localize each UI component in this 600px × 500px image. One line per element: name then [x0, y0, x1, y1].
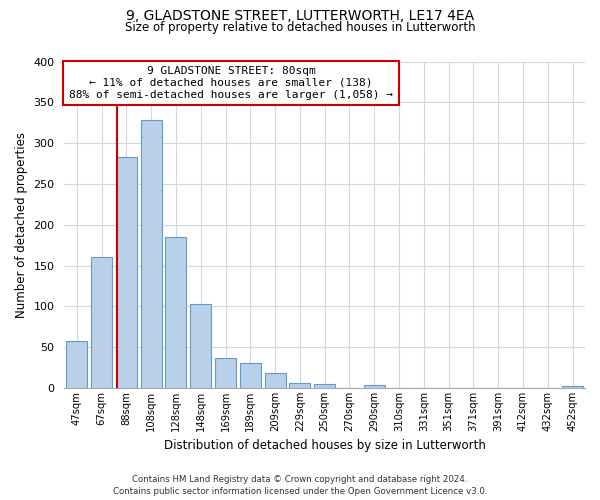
Bar — [289, 383, 310, 388]
Bar — [215, 358, 236, 388]
Bar — [562, 386, 583, 388]
Bar — [190, 304, 211, 388]
Bar — [265, 374, 286, 388]
Bar — [314, 384, 335, 388]
Text: Contains HM Land Registry data © Crown copyright and database right 2024.
Contai: Contains HM Land Registry data © Crown c… — [113, 475, 487, 496]
Bar — [66, 342, 88, 388]
Bar — [166, 237, 187, 388]
Text: Size of property relative to detached houses in Lutterworth: Size of property relative to detached ho… — [125, 21, 475, 34]
Bar — [364, 384, 385, 388]
Bar — [91, 258, 112, 388]
Bar — [140, 120, 162, 388]
Text: 9 GLADSTONE STREET: 80sqm
← 11% of detached houses are smaller (138)
88% of semi: 9 GLADSTONE STREET: 80sqm ← 11% of detac… — [69, 66, 393, 100]
X-axis label: Distribution of detached houses by size in Lutterworth: Distribution of detached houses by size … — [164, 440, 485, 452]
Bar — [240, 362, 261, 388]
Text: 9, GLADSTONE STREET, LUTTERWORTH, LE17 4EA: 9, GLADSTONE STREET, LUTTERWORTH, LE17 4… — [126, 9, 474, 23]
Bar — [116, 157, 137, 388]
Y-axis label: Number of detached properties: Number of detached properties — [15, 132, 28, 318]
